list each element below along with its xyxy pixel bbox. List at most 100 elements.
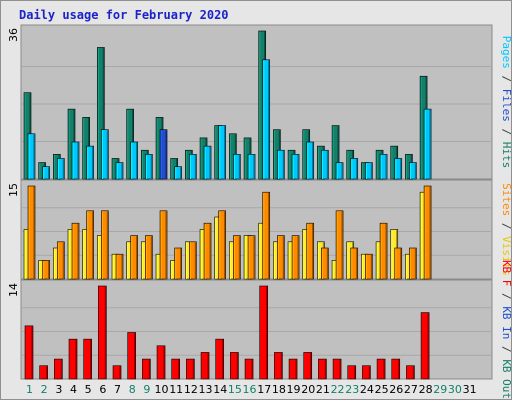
- x-tick-label: 3: [55, 383, 62, 396]
- files-bar-shade: [150, 154, 152, 179]
- files-bar-highlight: [424, 109, 426, 179]
- sites-bar-shade: [429, 186, 431, 279]
- sites-bar-shade: [326, 248, 328, 279]
- files-bar-highlight: [336, 163, 338, 179]
- kbytes-bar-fill: [318, 358, 327, 380]
- sites-bar-shade: [297, 236, 299, 279]
- side-legend-part-3: /: [500, 339, 512, 359]
- sites-bar-highlight: [410, 248, 412, 279]
- hits-bar-highlight: [39, 163, 41, 179]
- files-bar-highlight: [28, 134, 30, 179]
- x-tick-label: 20: [301, 383, 315, 396]
- kbytes-bar-shade: [104, 286, 106, 379]
- sites-bar-shade: [370, 254, 373, 279]
- sites-bar-shade: [253, 236, 255, 279]
- files-bar-highlight: [87, 146, 89, 179]
- x-tick-label: 28: [419, 383, 433, 396]
- sites-bar: [86, 210, 94, 280]
- kbytes-bar: [142, 358, 151, 380]
- kbytes-bar-highlight: [216, 339, 218, 379]
- sites-bar-shade: [268, 192, 270, 279]
- files-bar-highlight: [322, 150, 323, 179]
- side-legend-part-4: Hits: [500, 142, 512, 169]
- x-tick-label: 12: [184, 383, 198, 396]
- side-legend-kbytes: KB F / KB In / KB Out: [500, 260, 512, 399]
- sites-bar-shade: [356, 248, 358, 279]
- hits-bar-highlight: [141, 150, 143, 179]
- x-tick-label: 21: [316, 383, 330, 396]
- x-tick-label: 13: [199, 383, 213, 396]
- kbytes-bar-shade: [383, 359, 385, 379]
- files-bar-fill: [174, 166, 182, 180]
- hits-bar-highlight: [318, 146, 319, 179]
- sites-bar-highlight: [189, 242, 191, 279]
- kbytes-bar-fill: [24, 325, 34, 380]
- hits-bar-highlight: [68, 109, 70, 179]
- kbytes-bar: [332, 358, 342, 380]
- kbytes-bar: [68, 338, 78, 380]
- sites-bar: [42, 260, 50, 280]
- hits-bar-highlight: [273, 130, 275, 179]
- kbytes-bar-fill: [288, 358, 298, 380]
- kbytes-bar-highlight: [172, 359, 174, 379]
- sites-bar-shade: [150, 236, 152, 279]
- files-bar: [233, 154, 241, 180]
- visits-bar-highlight: [83, 230, 85, 279]
- files-bar: [145, 154, 153, 180]
- visits-bar-highlight: [97, 236, 99, 279]
- kbytes-bar-fill: [303, 352, 313, 380]
- x-tick-label: 25: [375, 383, 389, 396]
- side-legend-part-1: /: [500, 216, 512, 236]
- visits-bar-highlight: [24, 230, 26, 279]
- kbytes-bar-fill: [68, 338, 78, 380]
- files-bar-highlight: [160, 130, 162, 179]
- visits-bar-highlight: [376, 242, 378, 279]
- files-bar: [335, 162, 344, 180]
- x-tick-label: 31: [463, 383, 477, 396]
- files-bar: [394, 158, 403, 180]
- sites-bar: [306, 222, 315, 280]
- x-tick-label: 14: [213, 383, 227, 396]
- hits-bar-fill: [331, 125, 340, 180]
- kbytes-bar-shade: [134, 333, 136, 379]
- sites-bar-shade: [62, 242, 64, 279]
- kbytes-bar-fill: [347, 365, 357, 380]
- visits-bar-highlight: [200, 230, 202, 279]
- side-legend-part-0: Sites: [500, 183, 512, 216]
- sites-bar-highlight: [307, 223, 309, 279]
- kbytes-bar-fill: [406, 365, 415, 380]
- files-bar: [262, 59, 271, 180]
- sites-bar-shade: [341, 211, 343, 279]
- files-bar: [86, 145, 94, 180]
- files-bar-highlight: [43, 167, 45, 179]
- files-bar-shade: [106, 130, 108, 179]
- sites-bar: [145, 235, 153, 280]
- files-bar-fill: [423, 108, 432, 180]
- files-bar: [174, 166, 182, 180]
- x-tick-label: 18: [272, 383, 286, 396]
- x-tick-label: 27: [404, 383, 418, 396]
- kbytes-bar-fill: [215, 338, 225, 380]
- side-legend-part-0: KB F: [500, 260, 512, 287]
- files-bar: [321, 149, 329, 180]
- visits-bar-highlight: [39, 261, 41, 279]
- files-bar-shade: [136, 142, 138, 179]
- sites-bar-fill: [42, 260, 50, 280]
- sites-bar: [409, 247, 417, 280]
- sites-bar: [394, 247, 403, 280]
- hits-bar-highlight: [97, 48, 99, 179]
- kbytes-bar-highlight: [25, 326, 27, 379]
- sites-bar-shade: [165, 211, 167, 279]
- kbytes-bar-highlight: [421, 313, 423, 379]
- sites-bar-shade: [400, 248, 402, 279]
- kbytes-bar-highlight: [392, 359, 394, 379]
- files-bar-shade: [238, 154, 240, 179]
- kbytes-bar-highlight: [84, 339, 86, 379]
- files-bar-shade: [180, 167, 182, 179]
- hits-bar-highlight: [112, 159, 114, 179]
- visits-bar-highlight: [420, 192, 422, 279]
- files-bar: [189, 154, 197, 180]
- sites-bar-fill: [277, 235, 285, 280]
- x-tick-label: 24: [360, 383, 374, 396]
- kbytes-bar-highlight: [186, 359, 188, 379]
